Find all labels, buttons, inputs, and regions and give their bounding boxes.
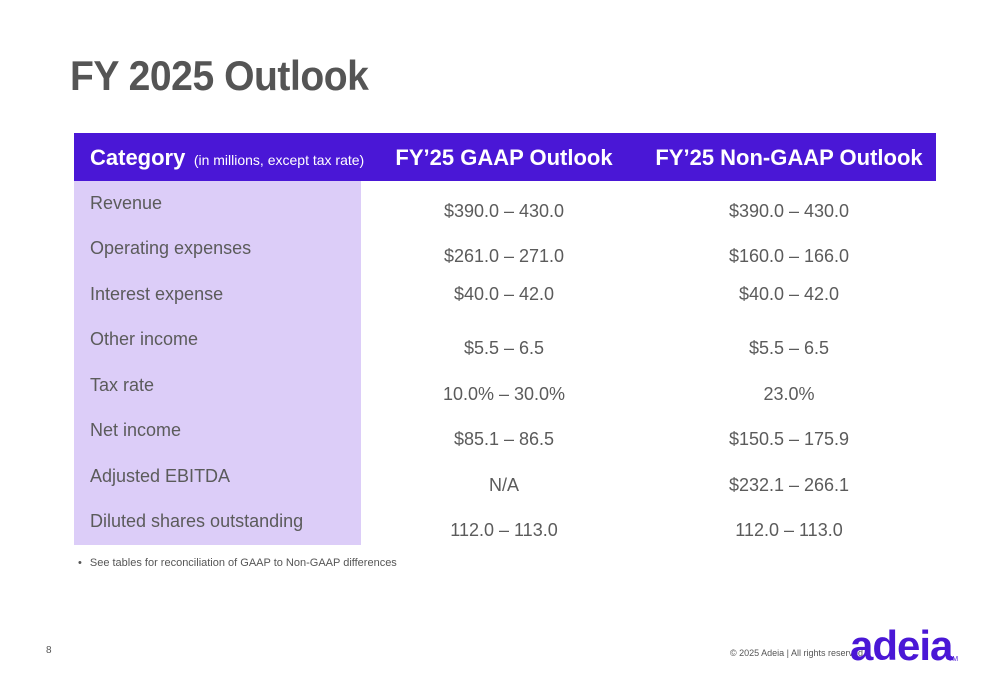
header-category-note: (in millions, except tax rate) (193, 152, 365, 168)
table-row: Adjusted EBITDA N/A $232.1 – 266.1 (74, 454, 936, 499)
table-row: Other income $5.5 – 6.5 $5.5 – 6.5 (74, 317, 936, 362)
footnote-text: See tables for reconciliation of GAAP to… (89, 557, 397, 569)
table-row: Revenue $390.0 – 430.0 $390.0 – 430.0 (74, 181, 936, 226)
row-non-gaap-value: $390.0 – 430.0 (728, 201, 850, 221)
row-non-gaap-value: $40.0 – 42.0 (738, 284, 840, 304)
table-header: Category (in millions, except tax rate) … (74, 133, 936, 181)
row-category: Revenue (90, 193, 163, 213)
row-gaap-value: $261.0 – 271.0 (443, 246, 565, 266)
bullet-icon: • (78, 557, 82, 569)
row-gaap-value: $5.5 – 6.5 (463, 338, 545, 358)
table-row: Tax rate 10.0% – 30.0% 23.0% (74, 363, 936, 408)
page-number: 8 (46, 645, 52, 656)
table-row: Net income $85.1 – 86.5 $150.5 – 175.9 (74, 408, 936, 453)
table-row: Diluted shares outstanding 112.0 – 113.0… (74, 499, 936, 544)
adeia-logo: adeia (850, 622, 953, 669)
table-row: Operating expenses $261.0 – 271.0 $160.0… (74, 226, 936, 271)
header-non-gaap: FY’25 Non-GAAP Outlook (655, 145, 923, 170)
row-gaap-value: 112.0 – 113.0 (450, 520, 558, 540)
header-category-label: Category (90, 145, 186, 170)
header-gaap: FY’25 GAAP Outlook (395, 145, 613, 170)
page-title: FY 2025 Outlook (70, 52, 369, 99)
row-gaap-value: $40.0 – 42.0 (453, 284, 555, 304)
trademark-mark: TM (948, 656, 959, 663)
row-category: Adjusted EBITDA (90, 466, 231, 486)
row-category: Net income (90, 420, 182, 440)
row-category: Tax rate (90, 375, 155, 395)
header-category: Category (in millions, except tax rate) (90, 145, 364, 171)
row-non-gaap-value: 23.0% (763, 384, 815, 404)
outlook-table: Category (in millions, except tax rate) … (74, 133, 936, 545)
row-non-gaap-value: $150.5 – 175.9 (728, 429, 850, 449)
table-row: Interest expense $40.0 – 42.0 $40.0 – 42… (74, 272, 936, 317)
row-category: Diluted shares outstanding (90, 511, 304, 531)
footnote: • See tables for reconciliation of GAAP t… (78, 557, 397, 569)
table-body: Revenue $390.0 – 430.0 $390.0 – 430.0 Op… (74, 181, 936, 545)
row-gaap-value: N/A (488, 475, 519, 495)
row-non-gaap-value: $232.1 – 266.1 (728, 475, 850, 495)
row-category: Operating expenses (90, 238, 252, 258)
row-non-gaap-value: $160.0 – 166.0 (728, 246, 850, 266)
row-category: Interest expense (90, 284, 224, 304)
row-category: Other income (90, 329, 199, 349)
row-non-gaap-value: $5.5 – 6.5 (748, 338, 830, 358)
row-non-gaap-value: 112.0 – 113.0 (735, 520, 843, 540)
row-gaap-value: $390.0 – 430.0 (443, 201, 565, 221)
category-column-background (74, 181, 361, 545)
copyright: © 2025 Adeia | All rights reserved. (730, 648, 866, 658)
row-gaap-value: $85.1 – 86.5 (453, 429, 555, 449)
row-gaap-value: 10.0% – 30.0% (442, 384, 566, 404)
